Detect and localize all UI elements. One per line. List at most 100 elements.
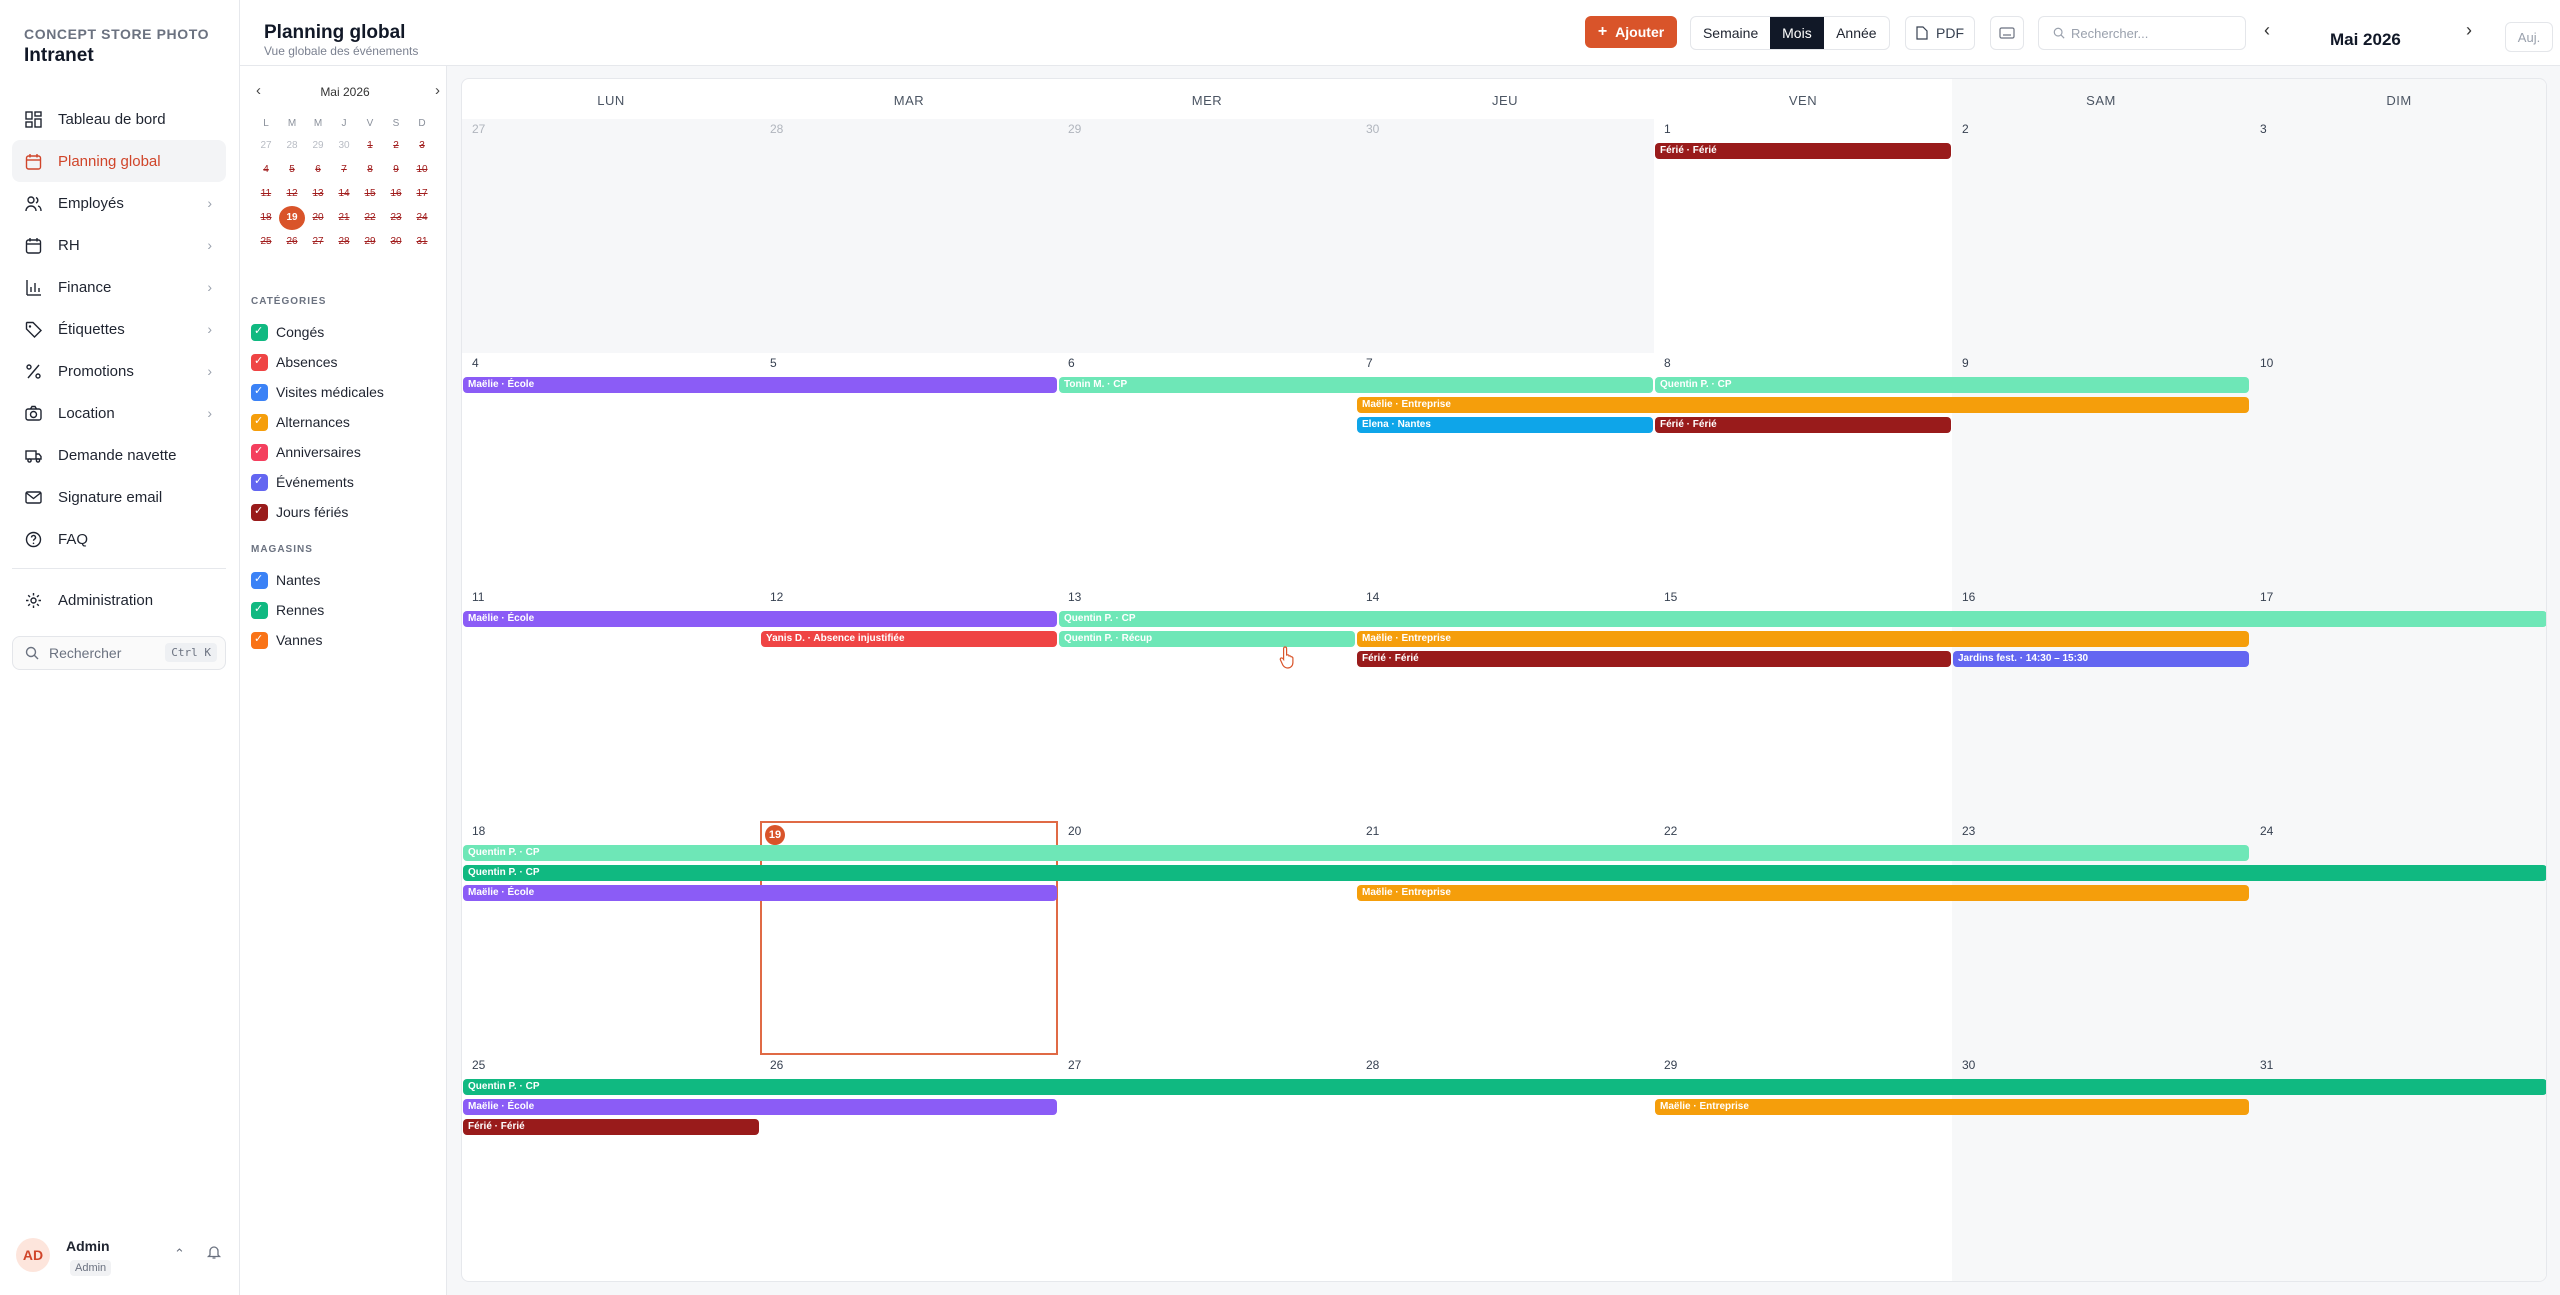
checkbox-checked-icon[interactable] [251, 383, 268, 401]
mini-calendar-day[interactable]: 26 [286, 236, 298, 247]
filter-absences[interactable]: Absences [251, 352, 337, 372]
calendar-day-cell[interactable]: 27 [462, 119, 760, 353]
mini-calendar-day[interactable]: 4 [263, 164, 269, 175]
mini-calendar-day[interactable]: 23 [390, 212, 402, 223]
bell-icon[interactable] [206, 1244, 222, 1265]
calendar-day-cell[interactable]: 19 [760, 821, 1058, 1055]
view-week-button[interactable]: Semaine [1702, 25, 1759, 41]
today-button[interactable]: Auj. [2505, 22, 2553, 52]
checkbox-checked-icon[interactable] [251, 473, 268, 491]
mini-calendar-day[interactable]: 8 [367, 164, 373, 175]
calendar-day-cell[interactable]: 8 [1654, 353, 1952, 587]
calendar-day-cell[interactable]: 13 [1058, 587, 1356, 821]
checkbox-checked-icon[interactable] [251, 443, 268, 461]
calendar-day-cell[interactable]: 5 [760, 353, 1058, 587]
calendar-event[interactable]: Maëlie · École [463, 611, 1057, 627]
calendar-event[interactable]: Quentin P. · CP [463, 1079, 2546, 1095]
mini-calendar-day[interactable]: 30 [390, 236, 402, 247]
sidebar-item-demande-navette[interactable]: Demande navette [12, 434, 226, 476]
filter-vannes[interactable]: Vannes [251, 630, 322, 650]
calendar-event[interactable]: Quentin P. · CP [1059, 611, 2546, 627]
calendar-day-cell[interactable]: 22 [1654, 821, 1952, 1055]
calendar-event[interactable]: Maëlie · Entreprise [1357, 885, 2249, 901]
mini-calendar-day[interactable]: 9 [393, 164, 399, 175]
view-year-button[interactable]: Année [1836, 25, 1877, 41]
calendar-day-cell[interactable]: 7 [1356, 353, 1654, 587]
calendar-event[interactable]: Férié · Férié [1655, 417, 1951, 433]
calendar-day-cell[interactable]: 3 [2250, 119, 2546, 353]
mini-calendar-day[interactable]: 29 [364, 236, 376, 247]
calendar-event[interactable]: Maëlie · Entreprise [1357, 631, 2249, 647]
sidebar-item-tableau-de-bord[interactable]: Tableau de bord [12, 98, 226, 140]
mini-calendar-day[interactable]: 6 [315, 164, 321, 175]
mini-calendar-day[interactable]: 21 [338, 212, 350, 223]
export-pdf-button[interactable]: PDF [1905, 16, 1975, 50]
filter-anniversaires[interactable]: Anniversaires [251, 442, 361, 462]
mini-calendar-day[interactable]: 29 [312, 140, 324, 151]
calendar-event[interactable]: Elena · Nantes [1357, 417, 1653, 433]
calendar-day-cell[interactable]: 2 [1952, 119, 2250, 353]
mini-calendar-day[interactable]: 18 [260, 212, 272, 223]
calendar-event[interactable]: Quentin P. · CP [1655, 377, 2249, 393]
mini-calendar-day[interactable]: 17 [416, 188, 428, 199]
calendar-day-cell[interactable]: 25 [462, 1055, 760, 1281]
mini-calendar-day[interactable]: 14 [338, 188, 350, 199]
calendar-event[interactable]: Férié · Férié [1357, 651, 1951, 667]
calendar-day-cell[interactable]: 20 [1058, 821, 1356, 1055]
sidebar-search[interactable]: Rechercher Ctrl K [12, 636, 226, 670]
calendar-event[interactable]: Férié · Férié [463, 1119, 759, 1135]
calendar-day-cell[interactable]: 9 [1952, 353, 2250, 587]
mini-calendar-day[interactable]: 25 [260, 236, 272, 247]
calendar-day-cell[interactable]: 30 [1952, 1055, 2250, 1281]
calendar-day-cell[interactable]: 10 [2250, 353, 2546, 587]
calendar-day-cell[interactable]: 24 [2250, 821, 2546, 1055]
mini-calendar-day[interactable]: 16 [390, 188, 402, 199]
mini-calendar-day[interactable]: 20 [312, 212, 324, 223]
calendar-day-cell[interactable]: 17 [2250, 587, 2546, 821]
calendar-event[interactable]: Quentin P. · Récup [1059, 631, 1355, 647]
calendar-event[interactable]: Maëlie · École [463, 377, 1057, 393]
calendar-day-cell[interactable]: 28 [1356, 1055, 1654, 1281]
mini-calendar-day[interactable]: 15 [364, 188, 376, 199]
sidebar-item-etiquettes[interactable]: Étiquettes › [12, 308, 226, 350]
chevron-up-icon[interactable]: ⌃ [174, 1246, 185, 1261]
calendar-day-cell[interactable]: 29 [1058, 119, 1356, 353]
calendar-event[interactable]: Maëlie · Entreprise [1655, 1099, 2249, 1115]
mini-calendar-day[interactable]: 31 [416, 236, 428, 247]
filter-conges[interactable]: Congés [251, 322, 324, 342]
calendar-day-cell[interactable]: 28 [760, 119, 1058, 353]
calendar-day-cell[interactable]: 11 [462, 587, 760, 821]
calendar-day-cell[interactable]: 18 [462, 821, 760, 1055]
checkbox-checked-icon[interactable] [251, 503, 268, 521]
sidebar-item-employes[interactable]: Employés › [12, 182, 226, 224]
calendar-event[interactable]: Maëlie · École [463, 885, 1057, 901]
chevron-right-icon[interactable]: › [2466, 20, 2472, 40]
calendar-day-cell[interactable]: 15 [1654, 587, 1952, 821]
calendar-day-cell[interactable]: 4 [462, 353, 760, 587]
calendar-day-cell[interactable]: 6 [1058, 353, 1356, 587]
calendar-day-cell[interactable]: 27 [1058, 1055, 1356, 1281]
checkbox-checked-icon[interactable] [251, 571, 268, 589]
mini-calendar-day[interactable]: 28 [286, 140, 298, 151]
mini-calendar-day[interactable]: 28 [338, 236, 350, 247]
mini-calendar-day[interactable]: 30 [338, 140, 350, 151]
mini-calendar-day[interactable]: 22 [364, 212, 376, 223]
calendar-day-cell[interactable]: 21 [1356, 821, 1654, 1055]
chevron-right-icon[interactable]: › [435, 82, 440, 99]
checkbox-checked-icon[interactable] [251, 601, 268, 619]
view-month-button[interactable]: Mois [1770, 17, 1824, 49]
calendar-event[interactable]: Férié · Férié [1655, 143, 1951, 159]
mini-calendar-day[interactable]: 27 [312, 236, 324, 247]
checkbox-checked-icon[interactable] [251, 413, 268, 431]
checkbox-checked-icon[interactable] [251, 323, 268, 341]
filter-jours-feries[interactable]: Jours fériés [251, 502, 348, 522]
sidebar-item-signature-email[interactable]: Signature email [12, 476, 226, 518]
add-button[interactable]: + Ajouter [1585, 16, 1677, 48]
filter-rennes[interactable]: Rennes [251, 600, 324, 620]
chevron-left-icon[interactable]: ‹ [2264, 20, 2270, 40]
calendar-event[interactable]: Jardins fest. · 14:30 – 15:30 [1953, 651, 2249, 667]
calendar-day-cell[interactable]: 1 [1654, 119, 1952, 353]
calendar-day-cell[interactable]: 26 [760, 1055, 1058, 1281]
mini-calendar-day[interactable]: 1 [367, 140, 373, 151]
filter-alternances[interactable]: Alternances [251, 412, 350, 432]
